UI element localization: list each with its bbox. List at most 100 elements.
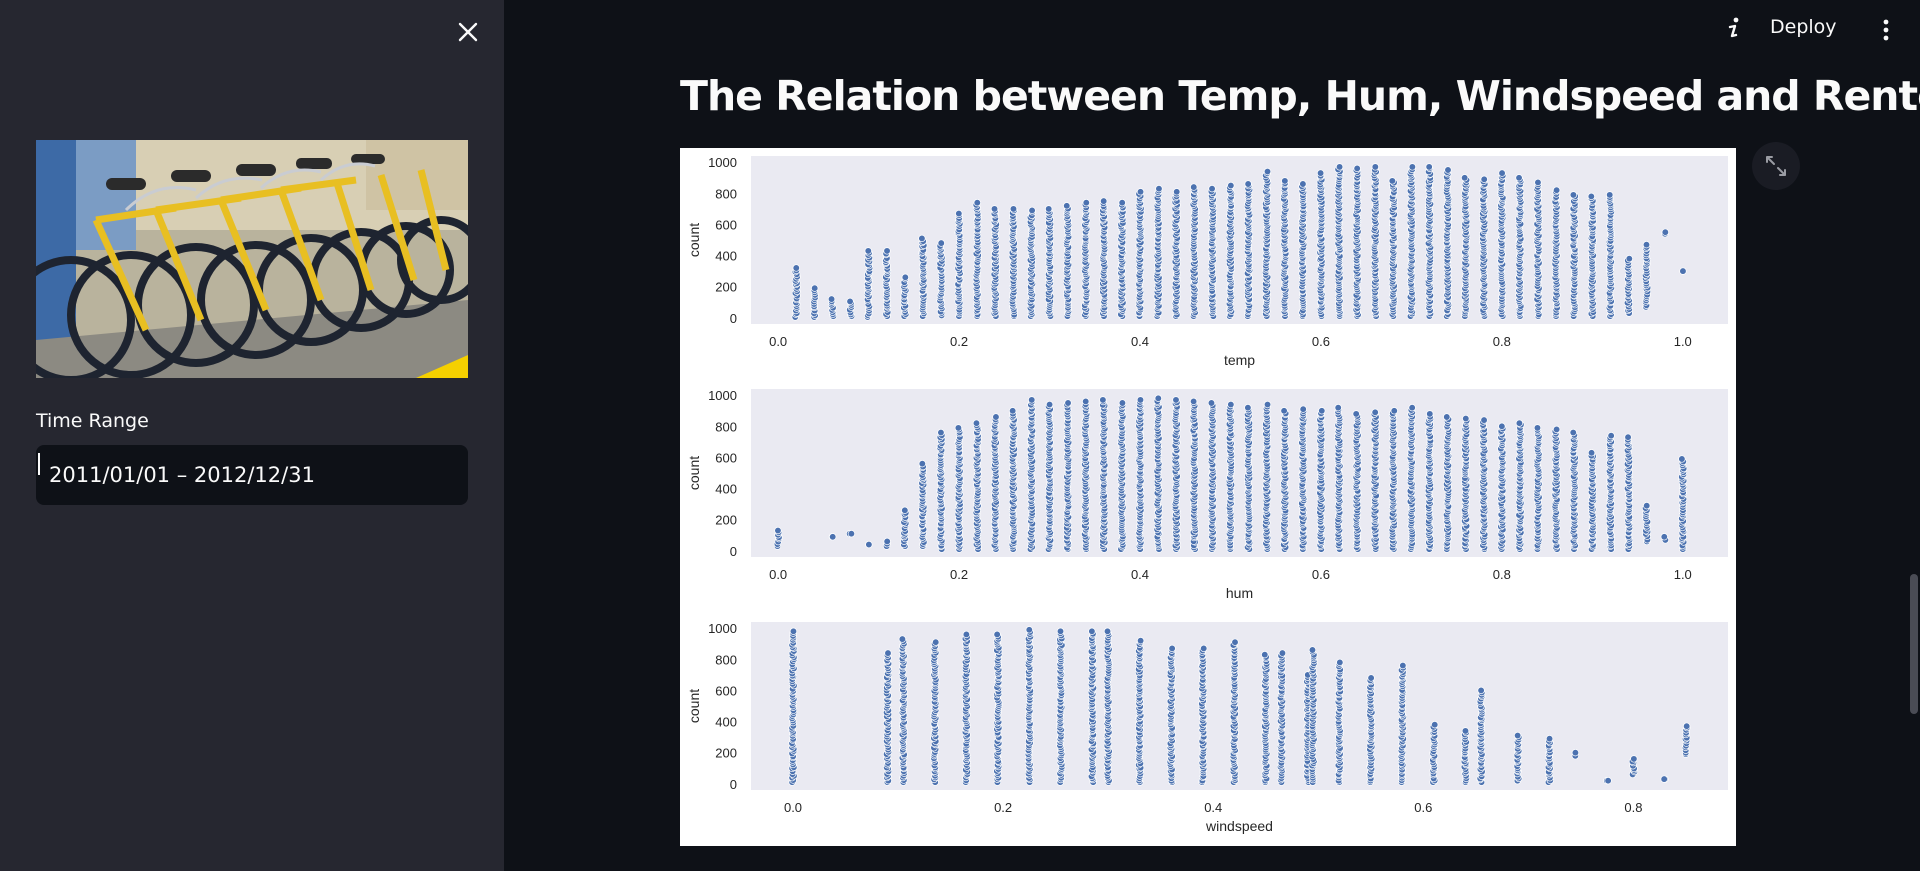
data-point	[1227, 400, 1235, 409]
main-menu-button[interactable]	[1872, 14, 1900, 46]
y-tick-label: 0	[730, 311, 737, 326]
data-point	[1299, 405, 1307, 413]
data-point	[973, 199, 981, 207]
data-point	[1173, 188, 1181, 196]
data-point	[1064, 399, 1072, 407]
info-button[interactable]	[1718, 12, 1750, 44]
data-point	[865, 540, 873, 549]
x-tick-label: 0.6	[1312, 334, 1330, 349]
data-point	[1462, 414, 1470, 423]
data-point	[1100, 197, 1108, 205]
page-title: The Relation between Temp, Hum, Windspee…	[680, 72, 1920, 120]
data-point	[1533, 424, 1542, 432]
data-point	[1299, 180, 1307, 188]
data-point	[992, 413, 1000, 421]
data-point	[1679, 267, 1687, 275]
data-point	[1552, 425, 1561, 434]
data-point	[1028, 206, 1036, 215]
data-point	[1082, 397, 1090, 406]
x-tick-label: 0.8	[1493, 567, 1511, 582]
y-tick-label: 800	[715, 186, 737, 201]
data-point	[1444, 166, 1452, 174]
data-point	[1208, 185, 1216, 193]
data-point	[827, 295, 836, 303]
data-point	[1353, 164, 1361, 173]
data-point	[1425, 163, 1433, 171]
x-tick-label: 1.0	[1674, 567, 1692, 582]
y-tick-label: 200	[715, 513, 737, 528]
data-point	[829, 533, 837, 541]
data-point	[1189, 397, 1198, 406]
data-point	[955, 209, 963, 218]
close-sidebar-button[interactable]	[452, 16, 484, 48]
x-tick-label: 0.6	[1312, 567, 1330, 582]
data-point	[1569, 191, 1578, 199]
data-point	[1009, 407, 1017, 415]
x-axis-label: hum	[1226, 585, 1253, 601]
data-point	[1498, 422, 1506, 430]
data-point	[883, 247, 891, 255]
data-point	[774, 526, 782, 535]
data-point	[1625, 255, 1633, 263]
data-point	[1408, 404, 1416, 412]
info-icon	[1728, 17, 1739, 38]
close-icon	[458, 22, 478, 42]
data-point	[846, 297, 854, 306]
x-tick-label: 0.8	[1493, 334, 1511, 349]
y-tick-label: 200	[715, 280, 737, 295]
data-point	[901, 506, 909, 514]
y-tick-label: 800	[715, 419, 737, 434]
data-point	[1642, 241, 1651, 249]
data-point	[937, 428, 945, 437]
y-tick-label: 400	[715, 249, 737, 264]
data-point	[1661, 228, 1669, 236]
data-point	[1154, 394, 1162, 402]
data-point	[1281, 177, 1289, 185]
data-point	[972, 419, 981, 427]
data-point	[1335, 163, 1344, 171]
deploy-button[interactable]: Deploy	[1770, 16, 1837, 38]
data-point	[1587, 449, 1596, 457]
x-tick-label: 1.0	[1674, 334, 1692, 349]
data-point	[901, 273, 909, 281]
data-point	[847, 530, 856, 538]
data-point	[1190, 183, 1198, 191]
x-tick-label: 0.0	[769, 567, 787, 582]
data-point	[1063, 202, 1071, 210]
y-tick-label: 0	[730, 544, 737, 559]
data-point	[1045, 205, 1053, 213]
date-range-value: 2011/01/01 – 2012/12/31	[49, 463, 315, 487]
data-point	[1461, 174, 1469, 182]
data-point	[1480, 175, 1488, 183]
data-point	[918, 234, 926, 243]
data-point	[792, 264, 800, 272]
data-point	[1480, 416, 1488, 424]
data-point	[1244, 404, 1252, 412]
plot-area	[751, 389, 1728, 557]
data-point	[864, 247, 872, 255]
data-point	[1569, 428, 1577, 437]
date-range-input[interactable]: 2011/01/01 – 2012/12/31	[36, 445, 468, 505]
data-point	[1371, 408, 1379, 416]
y-tick-label: 600	[715, 450, 737, 465]
x-tick-label: 0.0	[769, 334, 787, 349]
data-point	[1443, 413, 1451, 421]
x-tick-label: 0.4	[1131, 567, 1149, 582]
data-point	[1263, 400, 1272, 409]
data-point	[1318, 407, 1326, 415]
data-point	[1371, 163, 1379, 171]
data-point	[1515, 419, 1524, 427]
y-tick-label: 1000	[708, 388, 737, 403]
time-range-label: Time Range	[36, 410, 149, 432]
data-point	[937, 239, 945, 247]
data-point	[1045, 400, 1054, 409]
data-point	[990, 205, 999, 213]
data-point	[918, 460, 926, 468]
y-axis-label: count	[686, 223, 702, 257]
text-caret	[38, 453, 40, 475]
data-point	[1408, 163, 1417, 171]
data-point	[1352, 410, 1360, 418]
data-point	[811, 284, 819, 292]
